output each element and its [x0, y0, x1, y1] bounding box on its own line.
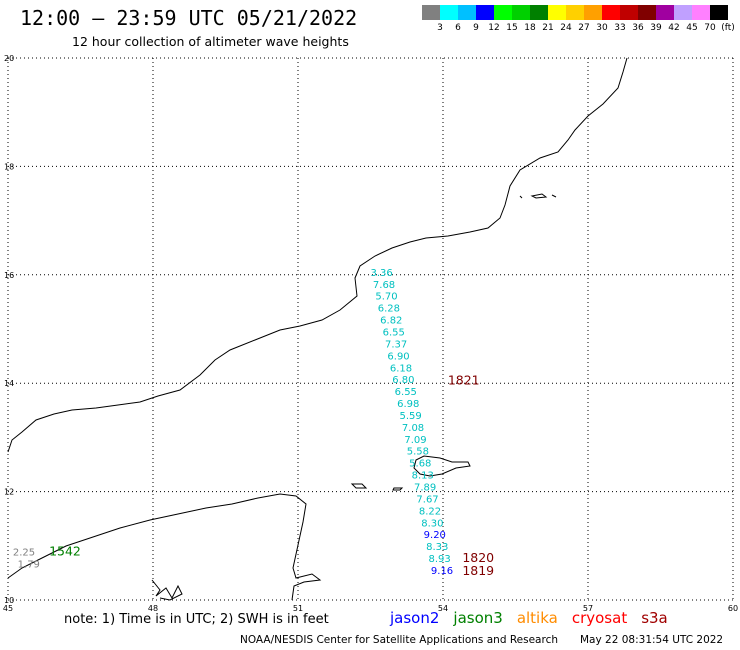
- colorbar-swatch: [458, 5, 476, 20]
- colorbar-swatch: [422, 5, 440, 20]
- colorbar-swatch: [548, 5, 566, 20]
- colorbar-label: 42: [668, 23, 680, 33]
- lon-tick-label: 57: [583, 604, 593, 613]
- satellite-legend: jason2 jason3 altika cryosat s3a: [390, 609, 682, 627]
- colorbar-label: 27: [578, 23, 590, 33]
- colorbar-label: 33: [614, 23, 626, 33]
- colorbar-label: 45: [686, 23, 698, 33]
- colorbar-swatch: [494, 5, 512, 20]
- colorbar-swatch: [584, 5, 602, 20]
- wave-height-value: 8.30: [421, 518, 443, 529]
- wave-height-value: 9.16: [431, 566, 453, 577]
- lon-tick-label: 51: [293, 604, 303, 613]
- legend-altika: altika: [516, 609, 558, 627]
- colorbar-label: 36: [632, 23, 644, 33]
- colorbar-swatch: [674, 5, 692, 20]
- colorbar-swatch: [512, 5, 530, 20]
- wave-height-value: 7.08: [402, 423, 424, 434]
- lon-tick-label: 54: [438, 604, 448, 613]
- lat-tick-label: 14: [4, 379, 14, 388]
- colorbar-swatch: [692, 5, 710, 20]
- colorbar-label: (ft): [721, 23, 735, 33]
- wave-height-value: 9.20: [424, 530, 446, 541]
- colorbar-swatch: [530, 5, 548, 20]
- wave-height-value: 5.59: [400, 411, 422, 422]
- lon-tick-label: 60: [728, 604, 738, 613]
- wave-height-value: 6.98: [397, 399, 419, 410]
- colorbar-swatch: [602, 5, 620, 20]
- colorbar-label: 39: [650, 23, 662, 33]
- wave-height-value: 1.79: [18, 559, 40, 570]
- wave-height-value: 6.55: [383, 328, 405, 339]
- islet-1: [350, 483, 368, 489]
- pass-time-label: 1820: [462, 550, 494, 565]
- legend-jason2: jason2: [390, 609, 440, 627]
- wave-height-value: 8.22: [419, 506, 441, 517]
- lat-tick-label: 12: [4, 488, 14, 497]
- pass-time-label: 1819: [462, 563, 494, 578]
- colorbar-swatch: [656, 5, 674, 20]
- colorbar-swatch: [440, 5, 458, 20]
- colorbar-swatch: [620, 5, 638, 20]
- colorbar-swatch: [638, 5, 656, 20]
- lat-tick-label: 20: [4, 54, 14, 63]
- colorbar-swatch: [566, 5, 584, 20]
- wave-height-value: 6.18: [390, 363, 412, 374]
- colorbar-label: 30: [596, 23, 608, 33]
- legend-s3a: s3a: [641, 609, 668, 627]
- wave-height-value: 8.33: [426, 542, 448, 553]
- lat-tick-label: 16: [4, 271, 14, 280]
- coastline-arabia: [7, 57, 628, 453]
- wave-height-value: 2.25: [13, 548, 35, 559]
- map-title: 12:00 – 23:59 UTC 05/21/2022: [20, 6, 358, 30]
- map-grid: [7, 57, 734, 601]
- coastline-somalia: [7, 493, 322, 601]
- colorbar-label: 15: [506, 23, 518, 33]
- colorbar-swatch: [476, 5, 494, 20]
- wave-height-value: 5.58: [407, 447, 429, 458]
- footer-timestamp: May 22 08:31:54 UTC 2022: [580, 634, 724, 646]
- wave-height-value: 7.89: [414, 483, 436, 494]
- wave-height-value: 7.09: [404, 435, 426, 446]
- somalia-tip-islets: [151, 579, 183, 601]
- wave-height-value: 8.93: [429, 554, 451, 565]
- colorbar-label: 24: [560, 23, 572, 33]
- colorbar-label: 21: [542, 23, 554, 33]
- wave-height-value: 3.36: [371, 268, 393, 279]
- colorbar-label: 6: [455, 23, 461, 33]
- colorbar-label: 12: [488, 23, 500, 33]
- wave-height-value: 6.80: [392, 375, 414, 386]
- wave-height-value: 7.37: [385, 339, 407, 350]
- wave-height-value: 6.90: [387, 351, 409, 362]
- wave-height-value: 7.67: [416, 494, 438, 505]
- wave-height-value: 5.70: [375, 292, 397, 303]
- colorbar-swatch: [710, 5, 728, 20]
- colorbar-label: 18: [524, 23, 536, 33]
- colorbar-label: 3: [437, 23, 443, 33]
- wave-height-value: 8.13: [412, 471, 434, 482]
- pass-time-label: 1542: [49, 544, 81, 559]
- footer-credit: NOAA/NESDIS Center for Satellite Applica…: [240, 634, 558, 646]
- islet-2: [392, 487, 404, 491]
- lat-tick-label: 18: [4, 162, 14, 171]
- wave-height-value: 6.55: [395, 387, 417, 398]
- wave-height-value: 5.68: [409, 459, 431, 470]
- wave-height-value: 7.68: [373, 280, 395, 291]
- legend-jason3: jason3: [453, 609, 503, 627]
- wave-height-value: 6.28: [378, 304, 400, 315]
- socotra-island: [413, 455, 471, 477]
- wave-height-value: 6.82: [380, 316, 402, 327]
- map-subtitle: 12 hour collection of altimeter wave hei…: [72, 34, 349, 49]
- lon-tick-label: 48: [148, 604, 158, 613]
- lat-tick-label: 10: [4, 596, 14, 605]
- colorbar-label: 9: [473, 23, 479, 33]
- coastline: [7, 57, 628, 601]
- lon-tick-label: 45: [3, 604, 13, 613]
- footnote: note: 1) Time is in UTC; 2) SWH is in fe…: [64, 612, 329, 627]
- islet-3: [519, 193, 557, 199]
- pass-time-label: 1821: [448, 372, 480, 387]
- legend-cryosat: cryosat: [571, 609, 628, 627]
- colorbar-label: 70: [704, 23, 716, 33]
